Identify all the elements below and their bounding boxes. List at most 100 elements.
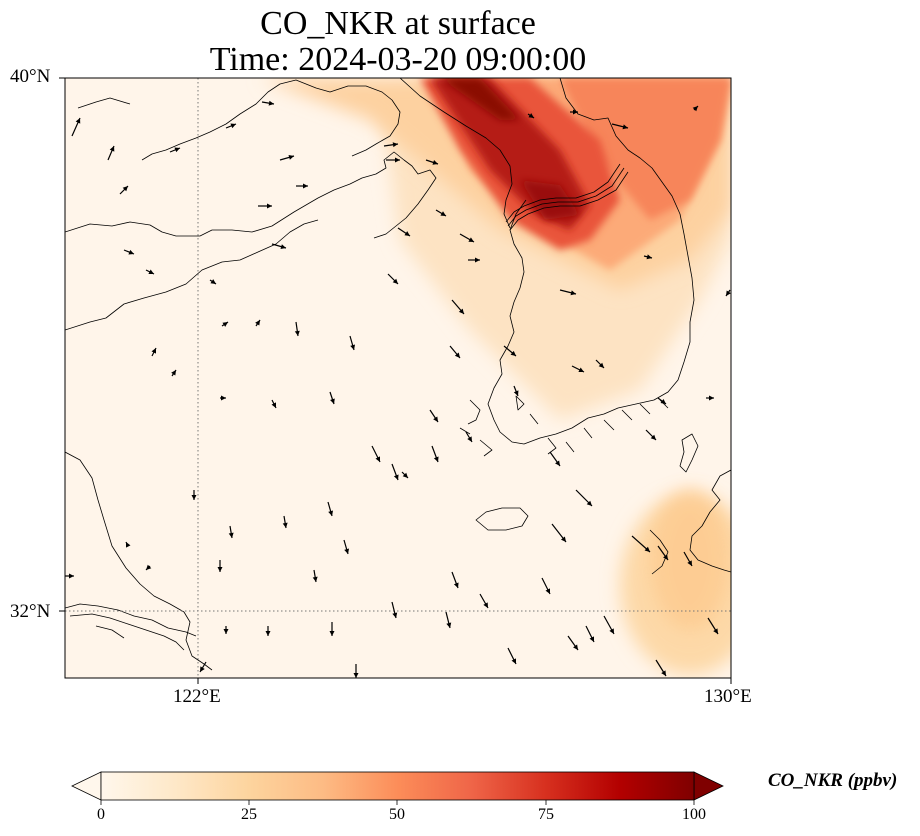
wind-vector-head [510, 350, 516, 356]
wind-vector-head [393, 474, 399, 480]
wind-vector-head [560, 536, 566, 542]
colorbar-tick-label-50: 50 [389, 806, 405, 823]
coastline-korea [487, 78, 695, 445]
wind-vector-head [483, 602, 488, 608]
wind-vector-head [271, 402, 276, 408]
wind-vector-head [151, 348, 156, 354]
jeju-island [475, 507, 529, 531]
colorbar-tick-label-100: 100 [682, 806, 706, 823]
wind-vector-head [392, 612, 398, 618]
wind-vector-head [191, 495, 197, 500]
wind-vector-head [433, 456, 439, 462]
wind-vector-head [650, 434, 656, 440]
wind-vector-head [713, 628, 718, 634]
wind-vector-head [223, 629, 229, 634]
wind-vector-head [468, 237, 474, 242]
plume-southeast-core [650, 490, 730, 630]
wind-vector-head [458, 308, 464, 314]
wind-vector-head [350, 344, 356, 350]
colorbar-tick-label-0: 0 [97, 806, 105, 823]
wind-vector-head [709, 395, 714, 401]
tsushima-island [679, 433, 699, 473]
coastlines [65, 78, 731, 671]
lon-label-130e: 130°E [704, 686, 752, 707]
wind-vector-head [353, 673, 359, 678]
wind-vector-head [404, 231, 410, 236]
wind-vector-head [126, 542, 131, 548]
lat-label-40n: 40°N [10, 66, 51, 87]
wind-vector-head [661, 670, 666, 676]
wind-vector-head [663, 554, 668, 560]
wind-vector-head [330, 398, 335, 404]
wind-vector-head [644, 546, 650, 552]
lon-label-122e: 122°E [173, 686, 221, 707]
colorbar-tick-label-25: 25 [241, 806, 257, 823]
wind-vector-head [646, 254, 652, 260]
wind-vector-head [570, 290, 576, 296]
wind-vector-head [174, 147, 180, 153]
wind-vector-head [555, 460, 560, 466]
colorbar-body [100, 771, 695, 801]
wind-vector-head [267, 203, 272, 209]
figure-subtitle: Time: 2024-03-20 09:00:00 [209, 41, 587, 78]
wind-vector-head [375, 456, 380, 462]
wind-vector-head [545, 588, 550, 594]
wind-vector-head [344, 548, 350, 554]
wind-vector-head [200, 666, 205, 672]
map-frame [64, 77, 732, 679]
wind-vector-head [75, 118, 81, 124]
figure-title: CO_NKR at surface [260, 5, 536, 42]
wind-vectors [65, 100, 731, 678]
wind-vector-head [586, 500, 592, 506]
wind-vector-head [402, 472, 408, 478]
coastline-china-west [65, 151, 437, 671]
wind-vector-head [221, 395, 226, 401]
wind-vector-head [692, 106, 698, 112]
map-ticks [59, 77, 732, 684]
wind-vector-head [687, 560, 692, 566]
plume-ne [560, 78, 731, 220]
wind-vector-head [598, 362, 604, 368]
wind-vector-head [210, 279, 216, 284]
wind-vector-head [609, 628, 614, 634]
wind-vector-head [432, 160, 438, 165]
wind-vector-head [328, 510, 334, 516]
coastline-yangtze [65, 603, 197, 651]
plume-peak [440, 78, 520, 120]
wind-vector-head [146, 564, 152, 570]
dmz-border [505, 163, 629, 231]
wind-vector-head [573, 109, 578, 115]
wind-vector-head [395, 157, 400, 163]
wind-vector-head [303, 183, 308, 189]
wind-vector-head [228, 532, 234, 538]
wind-vector-head [122, 186, 128, 192]
wind-vector-head [573, 644, 578, 650]
wind-vector-head [433, 416, 438, 422]
coastline-japan [649, 469, 731, 575]
coastline-korea-west-islands [459, 395, 669, 457]
wind-vector-head [440, 211, 446, 216]
wind-vector-head [265, 631, 271, 636]
wind-vector-head [288, 154, 294, 160]
colorbar-ticks [100, 800, 695, 805]
gridlines [65, 78, 731, 678]
wind-vector-head [726, 290, 731, 296]
wind-vector-head [660, 399, 666, 404]
wind-vector-head [453, 582, 459, 588]
wind-vector-head [392, 278, 398, 284]
wind-vector-head [467, 436, 472, 442]
wind-vector-head [109, 146, 115, 152]
colorbar-extend-max [693, 771, 724, 801]
lat-label-32n: 32°N [10, 601, 51, 622]
wind-vector-head [475, 257, 480, 263]
coastline-china-shandong [65, 219, 319, 331]
wind-vector-head [511, 658, 516, 664]
plume-peak-south [520, 180, 580, 220]
wind-vector-head [282, 522, 288, 528]
coastline-north-korea-west [399, 78, 513, 229]
wind-vector-head [255, 320, 260, 326]
colorbar-label: CO_NKR (ppbv) [768, 770, 898, 791]
wind-vector-head [589, 636, 594, 642]
wind-vector-head [217, 567, 223, 572]
